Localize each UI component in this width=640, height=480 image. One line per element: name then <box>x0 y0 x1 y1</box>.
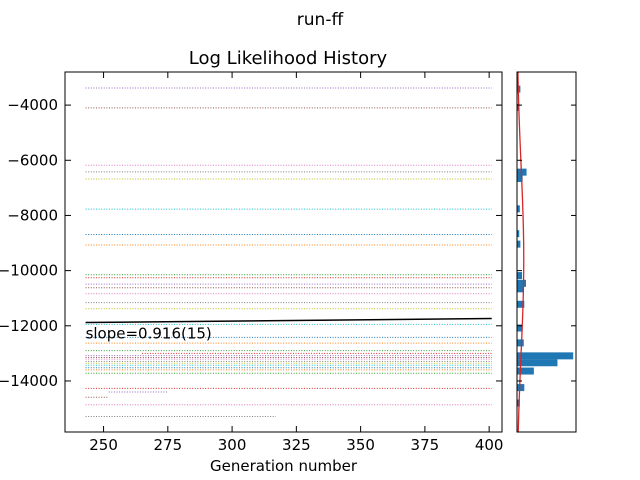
histogram-bar <box>517 230 520 238</box>
x-axis-label: Generation number <box>210 457 358 475</box>
log-likelihood-plot: slope=0.916(15) 250 275 300 325 350 375 400 −14… <box>0 71 503 475</box>
histogram-bar <box>517 103 520 111</box>
x-tick-label: 400 <box>475 436 504 454</box>
chart-title: Log Likelihood History <box>189 48 388 69</box>
histogram-bar <box>517 205 520 213</box>
histogram-plot <box>516 71 577 433</box>
plot-frame <box>64 71 503 433</box>
histogram-frame <box>516 71 577 433</box>
fit-line <box>85 317 492 324</box>
histogram-bar <box>517 367 534 375</box>
histogram-bar <box>517 324 523 332</box>
x-tick-label: 350 <box>346 436 375 454</box>
y-tick-label: −6000 <box>7 151 58 169</box>
histogram-bar <box>517 300 525 308</box>
histogram-bar <box>517 240 521 248</box>
histogram-bars <box>517 85 574 407</box>
histogram-bar <box>517 384 525 392</box>
histogram-bar <box>517 399 520 407</box>
series-levels <box>85 87 492 418</box>
x-tick-label: 250 <box>89 436 118 454</box>
x-tick-label: 275 <box>154 436 183 454</box>
y-tick-label: −12000 <box>0 317 58 335</box>
histogram-bar <box>517 359 558 367</box>
x-tick-label: 325 <box>282 436 311 454</box>
x-tick-label: 375 <box>411 436 440 454</box>
histogram-bar <box>517 279 526 287</box>
histogram-ticks <box>517 104 576 382</box>
y-tick-label: −4000 <box>7 96 58 114</box>
y-tick-label: −10000 <box>0 262 58 280</box>
histogram-bar <box>517 352 574 360</box>
figure-suptitle: run-ff <box>297 10 345 30</box>
histogram-bar <box>517 174 523 182</box>
axis-ticks: 250 275 300 325 350 375 400 −14000 −12000 −10000 −… <box>0 72 503 454</box>
x-tick-label: 300 <box>218 436 247 454</box>
histogram-bar <box>517 272 523 280</box>
gaussian-fit-curve <box>517 71 525 433</box>
histogram-bar <box>517 285 524 293</box>
y-tick-label: −8000 <box>7 206 58 224</box>
histogram-bar <box>517 339 524 347</box>
slope-annotation: slope=0.916(15) <box>86 324 212 342</box>
y-tick-label: −14000 <box>0 372 58 390</box>
